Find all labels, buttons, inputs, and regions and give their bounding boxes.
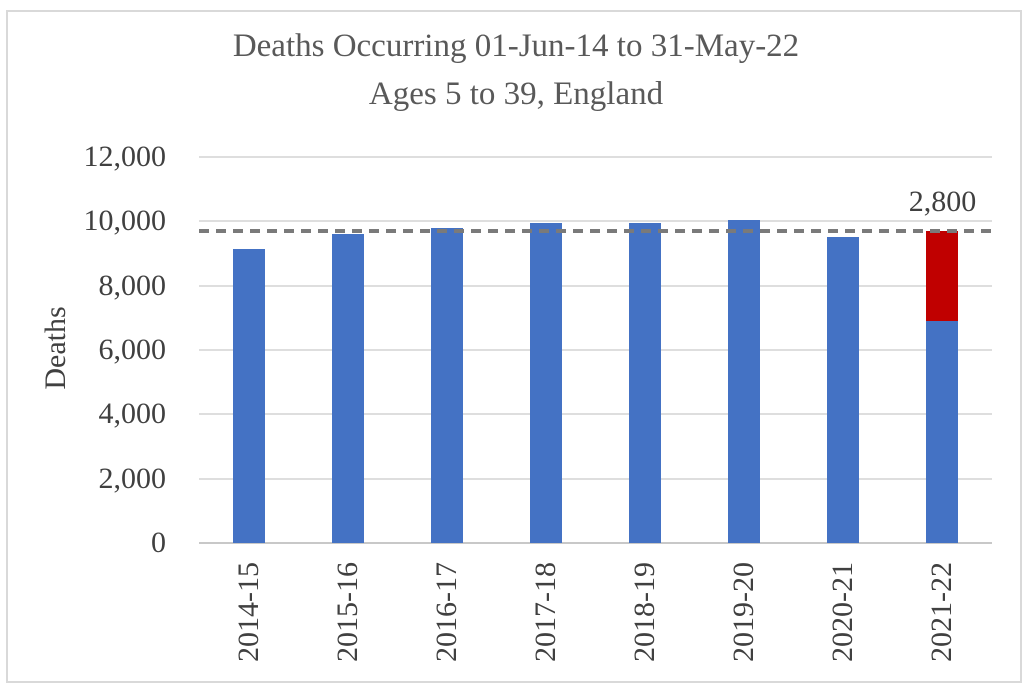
y-tick-label-2000: 2,000 [98, 461, 167, 495]
gridline-10000 [199, 220, 992, 223]
bar-2017-18-deaths [529, 222, 562, 543]
x-tick-label-2021-22: 2021-22 [925, 562, 959, 662]
chart-title: Deaths Occurring 01-Jun-14 to 31-May-22 … [0, 22, 1032, 118]
bar-2021-22-excess-deaths [926, 230, 959, 322]
excess-deaths-annotation: 2,800 [908, 184, 977, 218]
y-tick-label-6000: 6,000 [98, 333, 167, 366]
y-tick-label-4000: 4,000 [98, 397, 167, 431]
chart-title-line-2: Ages 5 to 39, England [368, 76, 664, 112]
figure-border [6, 10, 1022, 683]
gridline-4000 [199, 413, 992, 416]
bar-2015-16-deaths [331, 234, 364, 543]
bar-2019-20-deaths [728, 219, 761, 543]
chart-title-line-1: Deaths Occurring 01-Jun-14 to 31-May-22 [232, 28, 800, 64]
bar-2014-15-deaths [232, 248, 265, 543]
gridline-6000 [199, 349, 992, 351]
gridline-8000 [199, 284, 992, 287]
x-axis-baseline [199, 542, 992, 544]
bar-2020-21-deaths [827, 237, 860, 543]
bar-2018-19-deaths [629, 222, 662, 543]
y-tick-label-12000: 12,000 [83, 140, 167, 173]
y-tick-label-10000: 10,000 [83, 204, 167, 238]
x-tick-label-2020-21: 2020-21 [826, 562, 860, 662]
plot-area: 2,800 [199, 156, 992, 544]
y-tick-label-0: 0 [151, 526, 166, 559]
x-tick-label-2019-20: 2019-20 [727, 562, 761, 662]
bar-2021-22-deaths [926, 321, 959, 543]
y-tick-label-8000: 8,000 [98, 268, 167, 302]
x-tick-label-2014-15: 2014-15 [231, 562, 265, 662]
x-tick-label-2016-17: 2016-17 [429, 562, 463, 662]
x-tick-label-2015-16: 2015-16 [330, 562, 364, 662]
gridline-12000 [199, 156, 992, 158]
x-tick-label-2018-19: 2018-19 [628, 562, 662, 662]
x-tick-label-2017-18: 2017-18 [528, 562, 562, 662]
reference-line-dashed [199, 228, 992, 233]
bar-2016-17-deaths [430, 227, 463, 543]
gridline-2000 [199, 477, 992, 480]
